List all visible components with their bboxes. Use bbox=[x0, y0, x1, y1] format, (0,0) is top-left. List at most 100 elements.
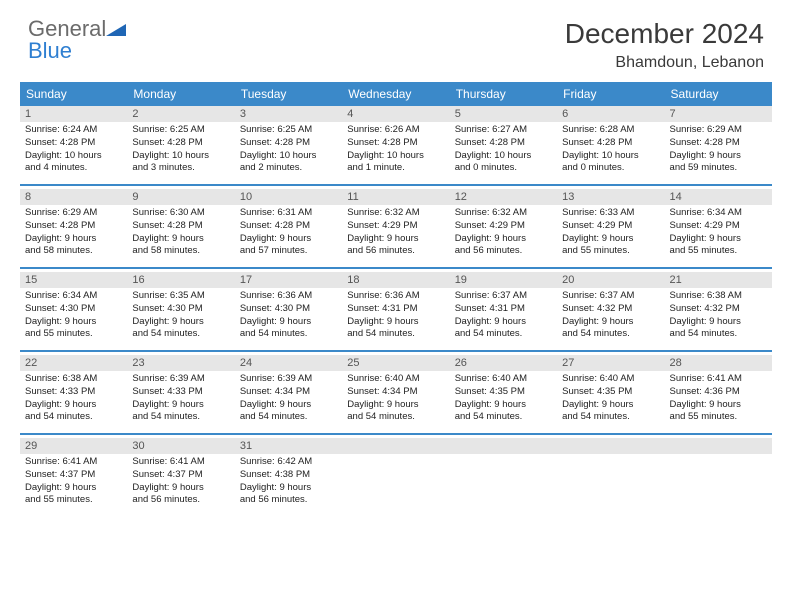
day-info-line: Daylight: 9 hours bbox=[20, 233, 127, 246]
day-number: 28 bbox=[665, 355, 772, 371]
day-info-line: Daylight: 9 hours bbox=[20, 316, 127, 329]
day-info-line: Daylight: 10 hours bbox=[557, 150, 664, 163]
day-info-line: Sunset: 4:38 PM bbox=[235, 469, 342, 482]
day-header: Friday bbox=[557, 82, 664, 106]
day-info-line: Sunrise: 6:34 AM bbox=[665, 207, 772, 220]
day-info-line: Sunrise: 6:38 AM bbox=[665, 290, 772, 303]
day-info-line: and 0 minutes. bbox=[557, 162, 664, 175]
day-cell: 31Sunrise: 6:42 AMSunset: 4:38 PMDayligh… bbox=[235, 438, 342, 516]
day-header: Sunday bbox=[20, 82, 127, 106]
weeks-container: 1Sunrise: 6:24 AMSunset: 4:28 PMDaylight… bbox=[20, 106, 772, 516]
day-cell: 1Sunrise: 6:24 AMSunset: 4:28 PMDaylight… bbox=[20, 106, 127, 184]
day-number: 10 bbox=[235, 189, 342, 205]
day-info-line: Sunset: 4:28 PM bbox=[20, 137, 127, 150]
day-info-line: and 55 minutes. bbox=[665, 411, 772, 424]
day-info-line: Sunset: 4:28 PM bbox=[235, 220, 342, 233]
day-number bbox=[665, 438, 772, 454]
day-number: 23 bbox=[127, 355, 234, 371]
day-info-line: and 54 minutes. bbox=[235, 411, 342, 424]
day-number: 21 bbox=[665, 272, 772, 288]
day-info-line: and 55 minutes. bbox=[20, 328, 127, 341]
day-info-line: and 54 minutes. bbox=[342, 411, 449, 424]
day-info-line: and 1 minute. bbox=[342, 162, 449, 175]
day-info-line: and 54 minutes. bbox=[342, 328, 449, 341]
logo-triangle-icon bbox=[106, 18, 126, 40]
day-info-line: Sunrise: 6:29 AM bbox=[20, 207, 127, 220]
day-info-line: Sunrise: 6:29 AM bbox=[665, 124, 772, 137]
day-info-line: Sunrise: 6:34 AM bbox=[20, 290, 127, 303]
day-number: 25 bbox=[342, 355, 449, 371]
day-info-line: Sunset: 4:29 PM bbox=[450, 220, 557, 233]
day-info-line: Sunset: 4:35 PM bbox=[557, 386, 664, 399]
day-info-line: Sunrise: 6:35 AM bbox=[127, 290, 234, 303]
day-info-line: and 0 minutes. bbox=[450, 162, 557, 175]
day-header: Thursday bbox=[450, 82, 557, 106]
day-cell: 15Sunrise: 6:34 AMSunset: 4:30 PMDayligh… bbox=[20, 272, 127, 350]
day-info-line: Sunrise: 6:39 AM bbox=[127, 373, 234, 386]
day-info-line: Daylight: 9 hours bbox=[20, 399, 127, 412]
day-info-line: Sunset: 4:30 PM bbox=[235, 303, 342, 316]
day-info-line: Sunrise: 6:40 AM bbox=[450, 373, 557, 386]
day-number: 20 bbox=[557, 272, 664, 288]
day-cell: 17Sunrise: 6:36 AMSunset: 4:30 PMDayligh… bbox=[235, 272, 342, 350]
day-info-line: Sunset: 4:31 PM bbox=[342, 303, 449, 316]
day-info-line: Sunset: 4:28 PM bbox=[235, 137, 342, 150]
day-cell: 12Sunrise: 6:32 AMSunset: 4:29 PMDayligh… bbox=[450, 189, 557, 267]
day-info-line: and 54 minutes. bbox=[450, 328, 557, 341]
day-info-line: Sunrise: 6:32 AM bbox=[342, 207, 449, 220]
day-cell: 2Sunrise: 6:25 AMSunset: 4:28 PMDaylight… bbox=[127, 106, 234, 184]
day-info-line: Daylight: 9 hours bbox=[557, 399, 664, 412]
day-header: Tuesday bbox=[235, 82, 342, 106]
day-info-line: Daylight: 9 hours bbox=[235, 399, 342, 412]
day-info-line: and 55 minutes. bbox=[557, 245, 664, 258]
day-info-line: Sunrise: 6:37 AM bbox=[557, 290, 664, 303]
day-number: 7 bbox=[665, 106, 772, 122]
day-info-line: and 54 minutes. bbox=[557, 328, 664, 341]
day-cell: 23Sunrise: 6:39 AMSunset: 4:33 PMDayligh… bbox=[127, 355, 234, 433]
day-cell: 10Sunrise: 6:31 AMSunset: 4:28 PMDayligh… bbox=[235, 189, 342, 267]
day-info-line: Sunset: 4:29 PM bbox=[665, 220, 772, 233]
day-info-line: Sunset: 4:34 PM bbox=[342, 386, 449, 399]
day-number: 30 bbox=[127, 438, 234, 454]
day-info-line: Daylight: 10 hours bbox=[235, 150, 342, 163]
day-info-line: Daylight: 9 hours bbox=[665, 399, 772, 412]
day-number bbox=[557, 438, 664, 454]
day-number: 15 bbox=[20, 272, 127, 288]
day-info-line: Sunset: 4:35 PM bbox=[450, 386, 557, 399]
day-info-line: Sunset: 4:28 PM bbox=[127, 137, 234, 150]
day-info-line: Sunrise: 6:32 AM bbox=[450, 207, 557, 220]
day-info-line: Sunset: 4:28 PM bbox=[20, 220, 127, 233]
logo: General Blue bbox=[28, 18, 126, 62]
day-info-line: and 54 minutes. bbox=[20, 411, 127, 424]
day-info-line: Daylight: 9 hours bbox=[450, 399, 557, 412]
day-number bbox=[450, 438, 557, 454]
day-info-line: Daylight: 9 hours bbox=[127, 233, 234, 246]
day-cell: 26Sunrise: 6:40 AMSunset: 4:35 PMDayligh… bbox=[450, 355, 557, 433]
day-info-line: Sunset: 4:34 PM bbox=[235, 386, 342, 399]
day-info-line: Sunrise: 6:40 AM bbox=[342, 373, 449, 386]
day-cell: 22Sunrise: 6:38 AMSunset: 4:33 PMDayligh… bbox=[20, 355, 127, 433]
day-number: 5 bbox=[450, 106, 557, 122]
day-info-line: and 54 minutes. bbox=[127, 328, 234, 341]
day-info-line: Daylight: 9 hours bbox=[557, 316, 664, 329]
logo-part2: Blue bbox=[28, 38, 72, 63]
day-info-line: Sunset: 4:30 PM bbox=[127, 303, 234, 316]
month-title: December 2024 bbox=[565, 18, 764, 50]
day-info-line: Daylight: 9 hours bbox=[127, 482, 234, 495]
day-info-line: Sunset: 4:36 PM bbox=[665, 386, 772, 399]
week-row: 15Sunrise: 6:34 AMSunset: 4:30 PMDayligh… bbox=[20, 272, 772, 352]
day-info-line: Sunset: 4:32 PM bbox=[557, 303, 664, 316]
day-info-line: and 2 minutes. bbox=[235, 162, 342, 175]
day-info-line: and 54 minutes. bbox=[127, 411, 234, 424]
day-info-line: Daylight: 9 hours bbox=[235, 482, 342, 495]
day-number: 12 bbox=[450, 189, 557, 205]
day-cell: 3Sunrise: 6:25 AMSunset: 4:28 PMDaylight… bbox=[235, 106, 342, 184]
day-info-line: Sunrise: 6:25 AM bbox=[235, 124, 342, 137]
day-info-line: Daylight: 9 hours bbox=[450, 316, 557, 329]
day-cell: 25Sunrise: 6:40 AMSunset: 4:34 PMDayligh… bbox=[342, 355, 449, 433]
day-cell: 7Sunrise: 6:29 AMSunset: 4:28 PMDaylight… bbox=[665, 106, 772, 184]
day-info-line: Daylight: 9 hours bbox=[557, 233, 664, 246]
day-cell: 19Sunrise: 6:37 AMSunset: 4:31 PMDayligh… bbox=[450, 272, 557, 350]
week-row: 1Sunrise: 6:24 AMSunset: 4:28 PMDaylight… bbox=[20, 106, 772, 186]
day-cell: 20 Sunrise: 6:37 AMSunset: 4:32 PMDayligh… bbox=[557, 272, 664, 350]
